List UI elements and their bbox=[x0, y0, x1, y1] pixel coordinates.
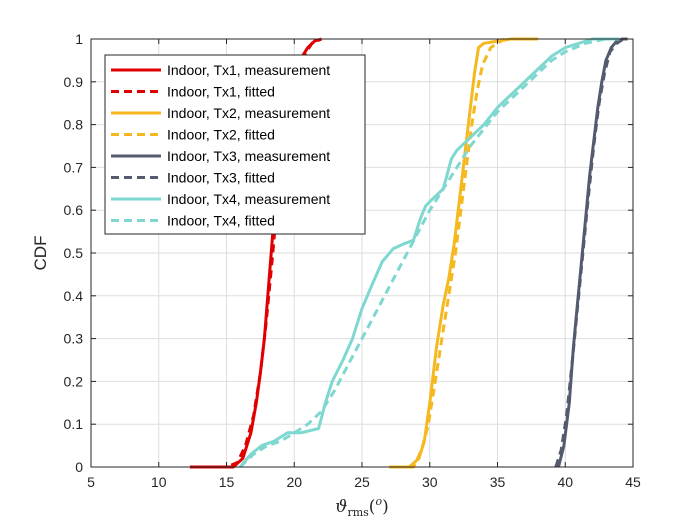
y-tick-label: 0.6 bbox=[64, 202, 84, 218]
series-line-6 bbox=[554, 37, 625, 468]
y-tick-label: 0.2 bbox=[64, 373, 84, 389]
x-tick-label: 15 bbox=[219, 474, 235, 490]
x-tick-label: 25 bbox=[354, 474, 370, 490]
legend-label-1: Indoor, Tx1, measurement bbox=[167, 62, 330, 78]
x-axis-label-open-paren: ( bbox=[369, 497, 376, 517]
y-tick-label: 0.4 bbox=[64, 288, 84, 304]
x-tick-label: 5 bbox=[87, 474, 95, 490]
legend-label-6: Indoor, Tx3, fitted bbox=[167, 170, 275, 186]
series-line-4 bbox=[395, 37, 506, 469]
x-axis-label-subscript: rms bbox=[347, 506, 369, 519]
x-tick-labels: 5 10 15 20 25 30 35 40 45 bbox=[87, 474, 641, 490]
legend-label-3: Indoor, Tx2, measurement bbox=[167, 105, 330, 121]
x-tick-label: 40 bbox=[557, 474, 573, 490]
legend-label-7: Indoor, Tx4, measurement bbox=[167, 191, 330, 207]
y-tick-label: 0.9 bbox=[64, 74, 84, 90]
x-tick-label: 35 bbox=[490, 474, 506, 490]
legend-label-8: Indoor, Tx4, fitted bbox=[167, 213, 275, 229]
series-line-7 bbox=[238, 37, 620, 468]
ticks bbox=[90, 38, 634, 468]
x-tick-label: 45 bbox=[625, 474, 641, 490]
y-tick-label: 0.7 bbox=[64, 159, 84, 175]
legend: Indoor, Tx1, measurement Indoor, Tx1, fit… bbox=[104, 54, 366, 235]
x-axis-label-close-paren: ) bbox=[382, 497, 389, 517]
y-axis-label: CDF bbox=[31, 236, 50, 271]
x-tick-label: 20 bbox=[286, 474, 302, 490]
y-tick-label: 1 bbox=[75, 31, 83, 47]
x-axis-label: ϑrms(o) bbox=[335, 495, 388, 519]
x-axis-label-symbol: ϑ bbox=[335, 497, 347, 517]
y-tick-label: 0.5 bbox=[64, 245, 84, 261]
legend-label-2: Indoor, Tx1, fitted bbox=[167, 84, 275, 100]
legend-label-4: Indoor, Tx2, fitted bbox=[167, 127, 275, 143]
x-tick-label: 10 bbox=[151, 474, 167, 490]
x-axis-label-superscript: o bbox=[375, 495, 382, 508]
legend-box bbox=[104, 54, 366, 235]
y-tick-label: 0.3 bbox=[64, 331, 84, 347]
x-tick-label: 30 bbox=[422, 474, 438, 490]
y-tick-label: 0.1 bbox=[64, 416, 84, 432]
legend-items: Indoor, Tx1, measurement Indoor, Tx1, fit… bbox=[111, 62, 330, 229]
legend-label-5: Indoor, Tx3, measurement bbox=[167, 148, 330, 164]
series-line-8 bbox=[239, 37, 607, 469]
y-tick-labels: 0 0.1 0.2 0.3 0.4 0.5 0.6 0.7 0.8 0.9 1 bbox=[64, 31, 84, 475]
y-tick-label: 0.8 bbox=[64, 117, 84, 133]
y-tick-label: 0 bbox=[75, 459, 83, 475]
